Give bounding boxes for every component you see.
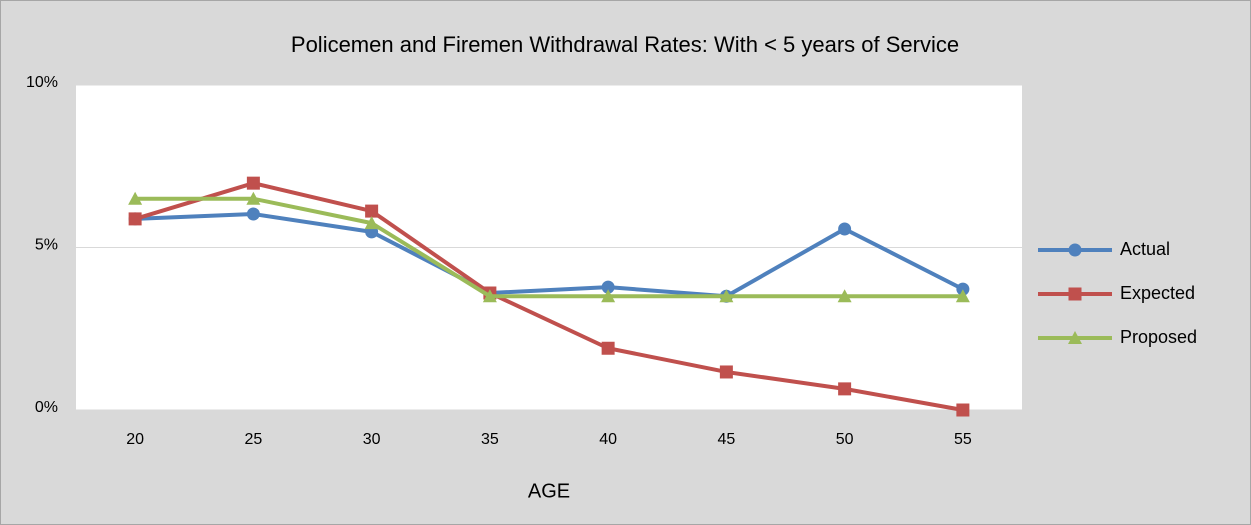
legend-marker — [1068, 331, 1082, 344]
series-line — [134, 181, 964, 412]
x-tick-label: 30 — [363, 431, 381, 448]
series-line — [135, 212, 964, 299]
y-tick-label: 0% — [35, 399, 58, 416]
legend-label: Expected — [1120, 283, 1195, 303]
data-point — [364, 216, 379, 230]
x-tick-label: 25 — [244, 431, 262, 448]
x-tick-label: 45 — [717, 431, 735, 448]
data-point — [601, 289, 616, 303]
data-point — [128, 191, 143, 205]
legend-marker — [1068, 287, 1082, 301]
x-tick-label: 55 — [954, 431, 972, 448]
data-point — [365, 204, 379, 218]
data-point — [838, 222, 852, 236]
legend-label: Proposed — [1120, 327, 1197, 347]
data-point — [956, 282, 970, 296]
x-axis-title: AGE — [528, 480, 570, 502]
y-tick-label: 10% — [26, 74, 58, 91]
data-point — [719, 289, 734, 303]
data-point — [128, 212, 142, 226]
x-tick-label: 40 — [599, 431, 617, 448]
data-point — [482, 289, 497, 303]
data-point — [956, 403, 970, 417]
x-tick-label: 50 — [836, 431, 854, 448]
data-point — [838, 382, 852, 396]
legend-marker — [1068, 243, 1082, 257]
chart-title: Policemen and Firemen Withdrawal Rates: … — [291, 32, 959, 57]
series-line — [135, 196, 963, 299]
legend-label: Actual — [1120, 239, 1170, 259]
data-point — [246, 191, 261, 205]
data-point — [601, 341, 615, 355]
data-point — [837, 289, 852, 303]
x-tick-label: 35 — [481, 431, 499, 448]
data-point — [601, 280, 615, 294]
data-point — [955, 289, 970, 303]
data-point — [719, 365, 733, 379]
data-point — [246, 176, 260, 190]
y-tick-label: 5% — [35, 237, 58, 254]
x-tick-label: 20 — [126, 431, 144, 448]
data-point — [246, 207, 260, 221]
